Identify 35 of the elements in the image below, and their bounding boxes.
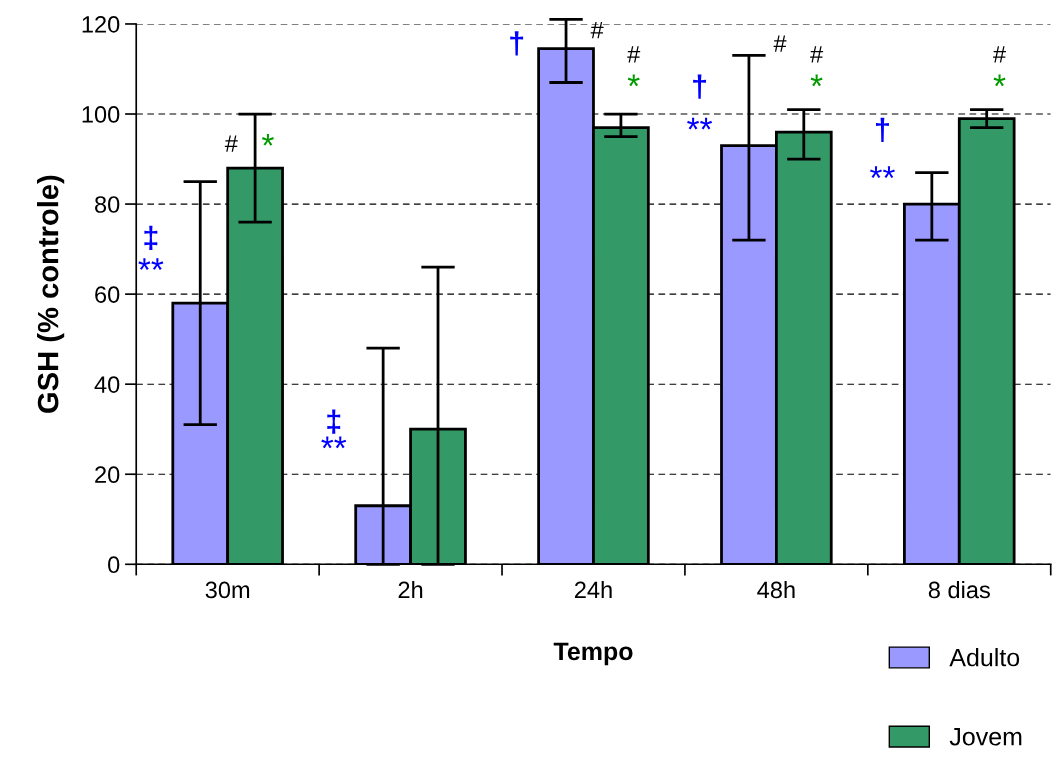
annotation: ** bbox=[870, 166, 895, 179]
annotation: ** bbox=[687, 117, 712, 130]
y-tick-label: 80 bbox=[95, 196, 120, 213]
y-tick-label: 120 bbox=[82, 16, 120, 33]
legend-label: Adulto bbox=[949, 648, 1020, 667]
x-axis-title: Tempo bbox=[553, 642, 633, 666]
annotation: # bbox=[810, 46, 824, 63]
annotation: # bbox=[773, 35, 787, 52]
x-tick-label: 24h bbox=[574, 580, 612, 599]
annotation: ‡ bbox=[144, 225, 158, 251]
annotation: # bbox=[627, 46, 641, 63]
annotation: † bbox=[693, 74, 707, 99]
y-tick-label: 20 bbox=[95, 466, 120, 484]
y-tick-label: 100 bbox=[82, 106, 120, 123]
annotation: † bbox=[876, 117, 889, 142]
x-tick-label: 2h bbox=[398, 580, 423, 599]
annotation: ** bbox=[138, 258, 164, 270]
y-tick-label: 0 bbox=[108, 556, 120, 574]
annotation: ‡ bbox=[327, 409, 341, 434]
legend-label: Jovem bbox=[949, 728, 1022, 746]
y-axis-title: GSH (% controle) bbox=[37, 175, 65, 413]
annotation: # bbox=[224, 135, 238, 152]
annotation: * bbox=[810, 74, 823, 87]
x-tick-label: 8 dias bbox=[928, 580, 990, 599]
annotation: # bbox=[993, 46, 1006, 63]
x-tick-label: 30m bbox=[205, 581, 250, 599]
y-tick-label: 60 bbox=[95, 286, 120, 303]
annotation: * bbox=[627, 74, 640, 87]
annotation: # bbox=[590, 22, 604, 39]
annotation: * bbox=[993, 74, 1006, 87]
annotation: * bbox=[261, 133, 274, 146]
x-tick-label: 48h bbox=[757, 580, 795, 599]
y-tick-label: 40 bbox=[94, 376, 120, 393]
annotation: ** bbox=[321, 436, 347, 449]
annotation: † bbox=[510, 31, 524, 56]
